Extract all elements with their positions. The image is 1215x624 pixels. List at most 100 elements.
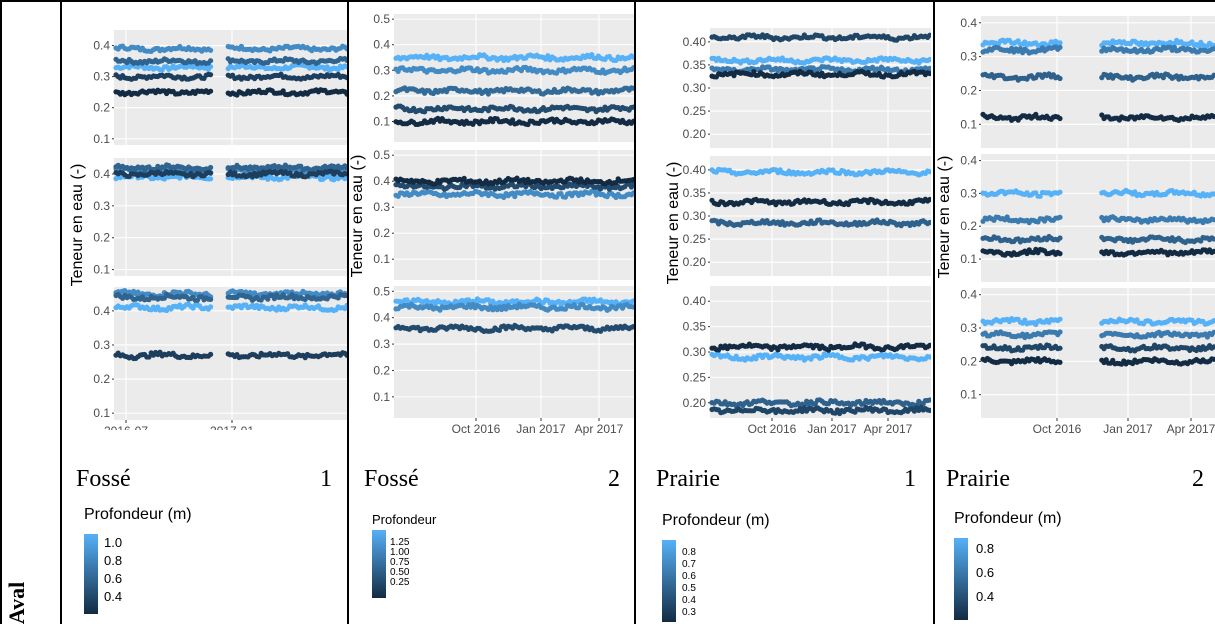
data-point	[1211, 191, 1215, 197]
series-depth-1.3	[393, 52, 634, 64]
y-tick-label: 0.2	[373, 226, 390, 240]
y-tick-label: 0.40	[683, 35, 707, 49]
data-point	[208, 58, 214, 64]
data-point	[289, 292, 295, 298]
legend-tick-4-2: 0.4	[976, 589, 995, 604]
data-point	[344, 46, 347, 52]
data-point	[1211, 318, 1215, 324]
x-tick-label: Jan 2017	[807, 422, 857, 436]
data-point	[208, 296, 214, 302]
panel-fosse-1: 0.4 0.3 0.2 0.1 0.4 0.3 0.2 0.1 0.4 0.3 0.2 0.1 Tene…	[62, 0, 347, 624]
facet-bg-1	[394, 150, 634, 280]
data-point	[1057, 251, 1063, 257]
y-tick-label: 0.4	[960, 154, 977, 168]
series-depth-1	[113, 301, 347, 314]
data-point	[631, 298, 634, 304]
y-tick-label: 0.3	[960, 321, 977, 335]
legend-tick-2-3: 0.50	[390, 567, 410, 578]
series-depth-0.6	[113, 291, 347, 303]
series-depth-0.6	[980, 214, 1215, 226]
x-tick-label: Oct 2016	[452, 422, 501, 436]
x-tick-label: 2017-01	[210, 424, 254, 430]
x-tick-label: Apr 2017	[864, 422, 913, 436]
y-tick-label: 0.5	[373, 12, 390, 26]
y-tick-label: 0.3	[373, 63, 390, 77]
legend-tick-2-2: 0.75	[390, 557, 410, 568]
y-tick-label: 0.4	[93, 167, 110, 181]
data-point	[631, 54, 634, 60]
y-axis-label: Teneur en eau (-)	[937, 156, 953, 279]
data-point	[1057, 44, 1063, 51]
caption-number-4: 2	[1192, 466, 1204, 492]
data-point	[927, 219, 931, 226]
data-point	[344, 165, 347, 171]
series-depth-0.5	[709, 217, 931, 229]
data-point	[512, 193, 518, 200]
series-depth-1	[393, 301, 634, 313]
data-point	[1057, 359, 1063, 365]
caption-site-3: Prairie	[656, 466, 720, 492]
series-depth-0.5	[393, 103, 634, 115]
y-tick-label: 0.40	[683, 163, 707, 177]
series-depth-0.3	[980, 246, 1215, 258]
chart-fosse-1: 0.40.30.20.10.40.30.20.10.40.30.20.1Tene…	[69, 30, 347, 438]
series-depth-0.4	[113, 71, 347, 82]
data-point	[208, 304, 214, 310]
legend-tick-1-1: 0.8	[104, 553, 123, 568]
data-point	[1211, 46, 1215, 52]
data-point	[1211, 329, 1215, 335]
y-tick-label: 0.1	[93, 132, 110, 146]
y-tick-label: 0.30	[683, 81, 707, 95]
data-point	[927, 196, 931, 203]
series-depth-0.8	[709, 55, 931, 66]
caption-number-1: 1	[320, 466, 332, 492]
series-depth-0.6	[113, 55, 347, 67]
legend-tick-2-4: 0.25	[390, 577, 410, 588]
data-point	[631, 65, 634, 71]
series-depth-0.3	[980, 111, 1215, 123]
panel-prairie-2: 0.4 0.3 0.2 0.1 0.4 0.3 0.2 0.1 0.4 0.3 0.2 0.1 Tene…	[937, 0, 1215, 624]
x-tick-label: Oct 2016	[1033, 422, 1082, 436]
series-depth-0.8	[980, 37, 1215, 49]
chart-fosse-2: 0.50.40.30.20.10.50.40.30.20.10.50.40.30…	[349, 12, 634, 436]
data-point	[344, 292, 347, 299]
y-tick-label: 0.35	[683, 186, 707, 200]
data-point	[1057, 235, 1063, 241]
y-tick-label: 0.35	[683, 320, 707, 334]
legend-title-2: Profondeur	[372, 512, 437, 527]
y-axis-label: Teneur en eau (-)	[349, 155, 366, 278]
x-tick-label: Jan 2017	[516, 422, 566, 436]
data-point	[1057, 329, 1063, 335]
y-tick-label: 0.25	[683, 232, 707, 246]
data-point	[631, 104, 634, 110]
y-tick-label: 0.1	[373, 252, 390, 266]
y-tick-label: 0.1	[93, 406, 110, 420]
series-depth-0.8	[709, 351, 931, 363]
data-point	[1017, 46, 1023, 52]
series-depth-0.3	[709, 341, 931, 353]
y-tick-label: 0.4	[373, 174, 390, 188]
data-point	[1057, 40, 1063, 46]
caption-site-2: Fossé	[364, 466, 419, 492]
data-point	[208, 47, 214, 53]
series-depth-0.5	[980, 233, 1215, 246]
series-depth-0.4	[113, 349, 347, 362]
legend-colorbar-4	[954, 538, 968, 620]
data-point	[344, 175, 347, 181]
y-tick-label: 0.3	[93, 199, 110, 213]
y-tick-label: 0.3	[960, 50, 977, 64]
data-point	[344, 57, 347, 63]
legend-tick-4-0: 0.8	[976, 541, 995, 556]
legend-tick-3-5: 0.3	[682, 607, 696, 618]
legend-tick-2-0: 1.25	[390, 537, 410, 548]
y-tick-label: 0.1	[373, 390, 390, 404]
y-tick-label: 0.2	[373, 363, 390, 377]
data-point	[1057, 75, 1063, 82]
data-point	[208, 170, 214, 176]
panel-prairie-1: 0.40 0.35 0.30 0.25 0.20 0.40 0.35 0.30 0.25 0.20…	[646, 0, 931, 624]
data-point	[161, 295, 167, 301]
y-tick-label: 0.3	[93, 338, 110, 352]
data-point	[208, 351, 214, 357]
y-tick-label: 0.2	[373, 89, 390, 103]
data-point	[826, 347, 832, 353]
